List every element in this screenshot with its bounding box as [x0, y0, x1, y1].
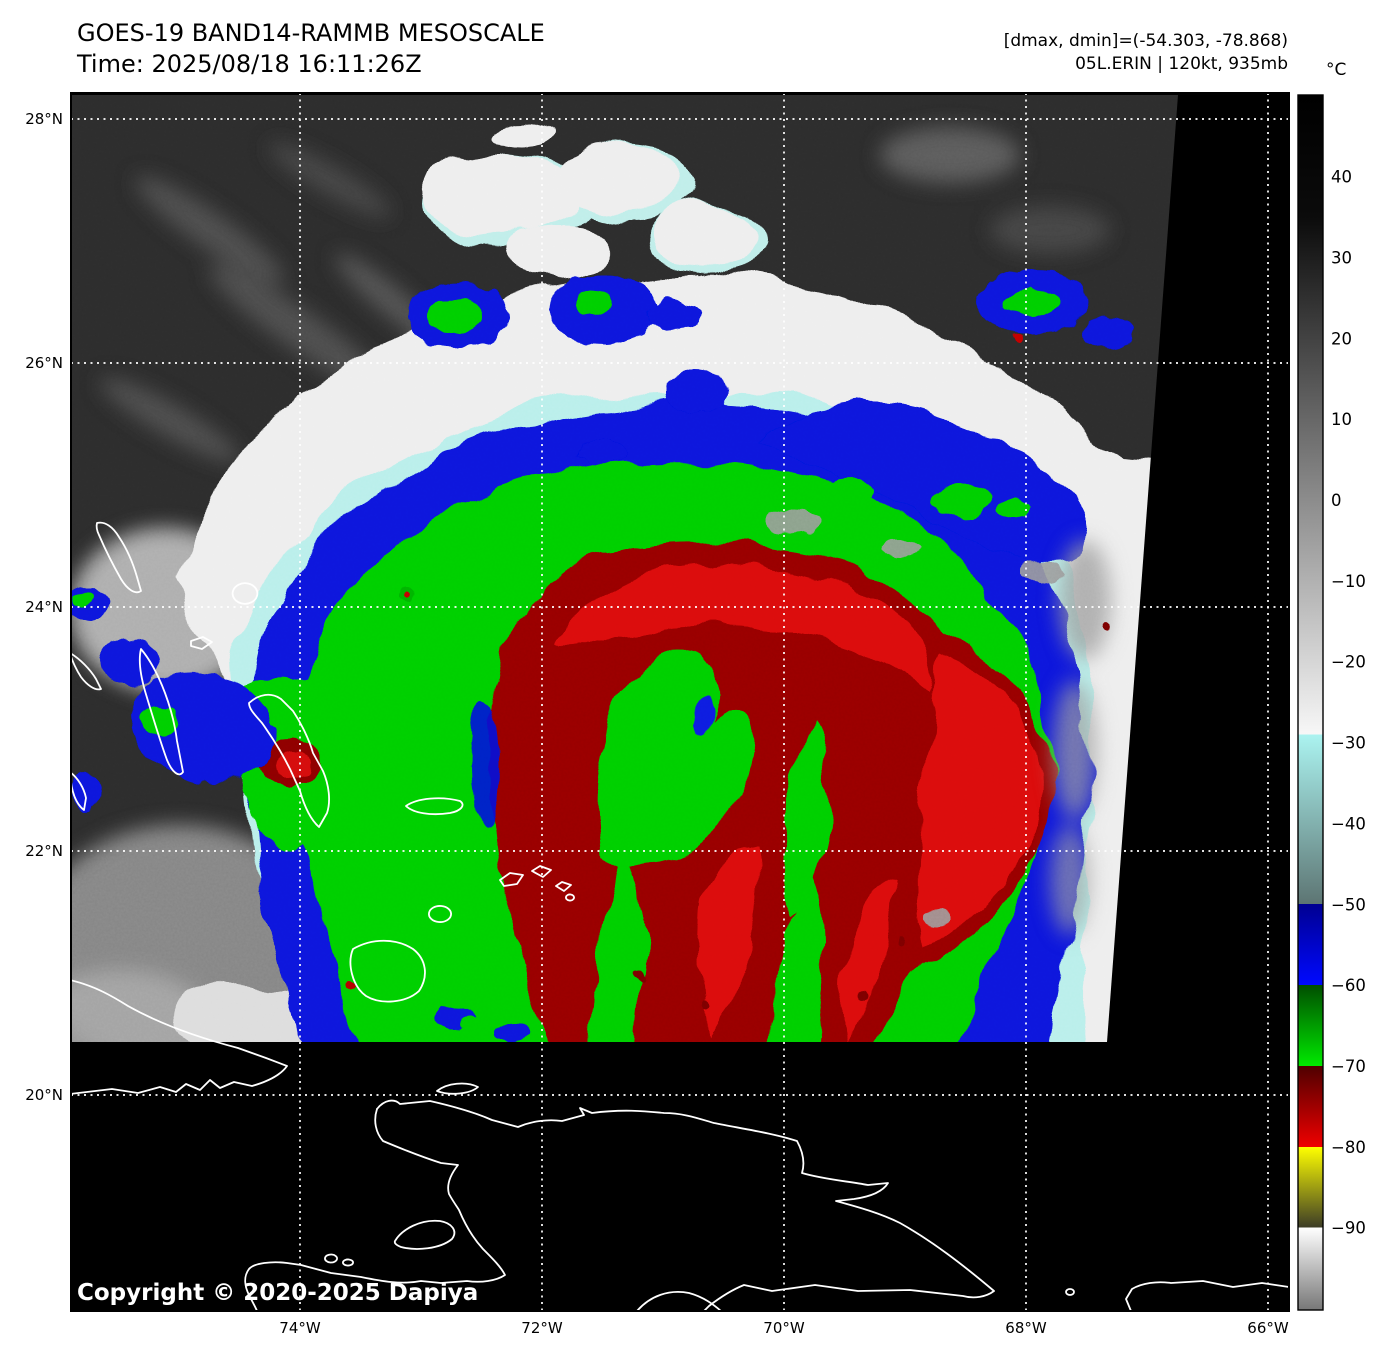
lat-tick-label: 24°N: [25, 598, 63, 616]
colorbar-tick-label: −30: [1331, 734, 1366, 753]
graticule: [71, 93, 1289, 1311]
lat-tick-label: 22°N: [25, 842, 63, 860]
coastline-hispaniola-north: [376, 1099, 995, 1311]
storm-id-readout: 05L.ERIN | 120kt, 935mb: [1075, 54, 1288, 75]
coastline-tortuga: [436, 1082, 479, 1095]
lon-tick-label: 70°W: [763, 1319, 805, 1337]
coastline-mayaguana: [405, 797, 464, 816]
lat-tick-label: 28°N: [25, 110, 63, 128]
coastline-crooked-acklins: [248, 693, 330, 828]
colorbar-tick-label: −60: [1331, 976, 1366, 995]
colorbar-tick-label: −50: [1331, 895, 1366, 914]
map-frame: [70, 92, 1290, 1312]
colorbar-tick-labels: 40 30 20 10 0 −10 −20 −30 −40 −50 −60 −70 −80 −90: [1331, 168, 1366, 1238]
coastline-dr-south: [636, 1291, 722, 1311]
timestamp: Time: 2025/08/18 16:11:26Z: [77, 49, 422, 78]
colorbar-unit-label: °C: [1326, 60, 1347, 80]
coastline-cat-island: [95, 521, 142, 594]
colorbar: [1297, 94, 1324, 1311]
colorbar-tick-label: −90: [1331, 1219, 1366, 1238]
coastlines: [71, 521, 1289, 1311]
coastline-cayemites: [324, 1253, 354, 1267]
satellite-imagery: [70, 95, 1178, 1042]
colorbar-tick-label: −40: [1331, 814, 1366, 833]
coastline-little-inagua: [428, 905, 452, 923]
coastline-long-island: [138, 648, 184, 776]
lon-tick-label: 72°W: [521, 1319, 563, 1337]
copyright: Copyright © 2020-2025 Dapiya: [77, 1280, 479, 1306]
colorbar-tick-label: −10: [1331, 572, 1366, 591]
lon-tick-label: 66°W: [1247, 1319, 1289, 1337]
coastline-haiti-west: [244, 1108, 506, 1311]
lon-tick-label: 68°W: [1005, 1319, 1047, 1337]
page-title: GOES-19 BAND14-RAMMB MESOSCALE: [77, 19, 545, 47]
coastline-great-inagua: [349, 939, 426, 1003]
coastline-san-salvador: [231, 582, 259, 605]
lon-tick-label: 74°W: [279, 1319, 321, 1337]
colorbar-tick-label: −20: [1331, 653, 1366, 672]
colorbar-tick-label: 40: [1331, 168, 1352, 187]
colorbar-tick-label: 20: [1331, 329, 1352, 348]
storm-readout-block: [dmax, dmin]=(-54.303, -78.868) 05L.ERIN…: [1004, 30, 1288, 77]
coastline-left-edge-cay: [71, 771, 87, 811]
coastline-rum-cay: [190, 636, 213, 650]
colorbar-tick-label: 30: [1331, 248, 1352, 267]
lat-tick-label: 26°N: [25, 354, 63, 372]
dmax-dmin-readout: [dmax, dmin]=(-54.303, -78.868): [1003, 31, 1288, 51]
colorbar-tick-label: −80: [1331, 1138, 1366, 1157]
coastline-exuma: [71, 652, 102, 691]
axis-labels: 28°N 26°N 24°N 22°N 20°N 74°W 72°W 70°W 68°W 66°W: [25, 110, 1289, 1337]
colorbar-tick-label: 10: [1331, 410, 1352, 429]
coastline-turks-caicos: [499, 865, 575, 902]
colorbar-tick-label: 0: [1331, 491, 1342, 510]
colorbar-tick-label: −70: [1331, 1057, 1366, 1076]
coastline-mona: [1065, 1288, 1075, 1296]
coastline-gonave: [393, 1219, 456, 1250]
coastline-puerto-rico: [1125, 1280, 1289, 1311]
lat-tick-label: 20°N: [25, 1086, 63, 1104]
title-block: GOES-19 BAND14-RAMMB MESOSCALE Time: 202…: [77, 18, 545, 79]
coastline-cuba: [71, 979, 288, 1095]
